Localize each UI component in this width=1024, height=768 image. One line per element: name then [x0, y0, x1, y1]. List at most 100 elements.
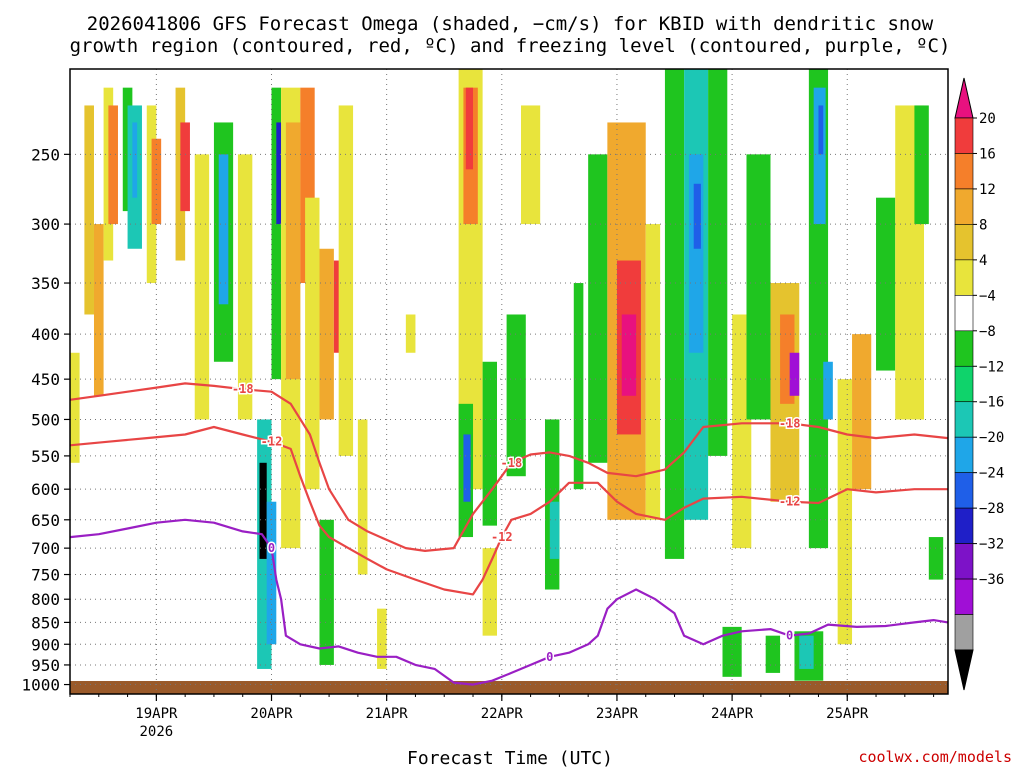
omega-cell: [259, 462, 267, 559]
colorbar-swatch: [954, 472, 974, 509]
omega-cell: [693, 183, 701, 249]
omega-cell: [746, 154, 771, 420]
omega-cell: [482, 548, 498, 636]
omega-cell: [823, 361, 833, 420]
colorbar-swatch: [954, 365, 974, 403]
colorbar-swatch: [954, 507, 974, 544]
contour-label: 0: [268, 541, 275, 555]
contour--18: [69, 382, 949, 552]
y-tick-label: 600: [31, 480, 60, 499]
y-tick-label: 300: [31, 215, 60, 234]
omega-cell: [338, 105, 354, 456]
omega-cell: [357, 419, 368, 575]
omega-shading: [70, 69, 944, 681]
omega-cell: [928, 537, 944, 580]
contour-label: -18: [232, 382, 254, 396]
x-tick-sublabel: 2026: [140, 724, 174, 740]
omega-cell: [377, 608, 387, 669]
x-tick-label: 23APR: [596, 706, 639, 722]
omega-cell: [237, 154, 253, 420]
colorbar-swatch: [954, 188, 974, 225]
contour-label: 0: [786, 629, 793, 643]
contour-label: -12: [491, 530, 513, 544]
y-tick-label: 750: [31, 566, 60, 585]
grid-lines: [70, 69, 948, 694]
contour-label: -12: [779, 495, 801, 509]
colorbar-swatch: [954, 153, 974, 190]
colorbar-label: −20: [979, 430, 1004, 446]
colorbar-swatch: [954, 224, 974, 261]
colorbar-swatch: [954, 259, 974, 296]
y-axis: 250 300 350 400 450 500 550 600 650 700 750 800 850 9…: [21, 145, 70, 695]
omega-cell: [266, 501, 277, 645]
x-axis: 19APR 2026 20APR 21APR 22APR 23APR 24APR 25APR: [69, 694, 935, 740]
colorbar-label: −12: [979, 359, 1004, 375]
colorbar-label: 12: [979, 182, 996, 198]
colorbar-swatch: [954, 117, 974, 154]
omega-cell: [837, 379, 853, 645]
y-tick-label: 650: [31, 511, 60, 530]
y-tick-label: 800: [31, 590, 60, 609]
y-tick-label: 500: [31, 410, 60, 429]
omega-cell: [271, 87, 282, 380]
colorbar-swatch: [954, 295, 974, 332]
y-tick-label: 250: [31, 145, 60, 164]
chart-title-line-1: 2026041806 GFS Forecast Omega (shaded, −…: [87, 13, 934, 35]
contour-label: 0: [546, 650, 553, 664]
omega-cell: [276, 122, 282, 225]
colorbar-top-arrow: [954, 77, 974, 119]
contour-0: [69, 518, 949, 686]
colorbar-swatch: [954, 401, 974, 438]
omega-cell: [813, 87, 826, 225]
omega-cell: [463, 434, 471, 502]
omega-cell: [465, 87, 474, 170]
omega-cell: [876, 197, 896, 371]
omega-cell: [70, 352, 80, 463]
terrain-band: [70, 681, 948, 694]
omega-cell: [520, 105, 541, 225]
x-tick-label: 19APR: [135, 706, 178, 722]
y-tick-label: 450: [31, 370, 60, 389]
omega-cell: [132, 122, 138, 198]
omega-cell: [84, 105, 94, 315]
y-tick-label: 950: [31, 656, 60, 675]
y-tick-label: 900: [31, 635, 60, 654]
omega-cell: [852, 334, 872, 490]
colorbar: 20 16 12 8 4 −4 −8 −12 −16 −20 −24 −28 −32 −36: [954, 77, 1004, 691]
x-tick-label: 20APR: [250, 706, 293, 722]
omega-cell: [218, 154, 229, 305]
credit-text: coolwx.com/models: [858, 748, 1012, 766]
contour-label: -12: [261, 435, 283, 449]
colorbar-swatch: [954, 330, 974, 367]
x-axis-title: Forecast Time (UTC): [407, 748, 613, 768]
x-tick-label: 24APR: [711, 706, 754, 722]
y-tick-label: 400: [31, 325, 60, 344]
omega-cell: [818, 105, 824, 155]
omega-cell: [664, 69, 685, 559]
contour-label: -18: [501, 456, 523, 470]
omega-cell: [305, 197, 320, 490]
omega-cell: [151, 138, 162, 225]
omega-cell: [549, 501, 560, 559]
colorbar-swatch: [954, 543, 974, 580]
colorbar-swatch: [954, 436, 974, 473]
omega-cell: [789, 352, 800, 396]
y-tick-label: 850: [31, 613, 60, 632]
colorbar-label: −32: [979, 537, 1004, 553]
colorbar-label: −16: [979, 395, 1004, 411]
colorbar-label: −8: [979, 324, 996, 340]
colorbar-label: −28: [979, 501, 1004, 517]
omega-cell: [319, 248, 334, 420]
omega-cell: [506, 314, 526, 477]
omega-cell: [645, 224, 661, 520]
colorbar-label: 8: [979, 217, 987, 233]
omega-cell: [708, 69, 728, 456]
colorbar-swatch: [954, 578, 974, 615]
colorbar-swatch: [954, 614, 974, 651]
colorbar-label: −36: [979, 572, 1004, 588]
omega-cell: [765, 635, 781, 673]
plot-frame: [69, 68, 949, 695]
omega-cell: [319, 519, 334, 665]
contour-label: -18: [779, 416, 801, 430]
